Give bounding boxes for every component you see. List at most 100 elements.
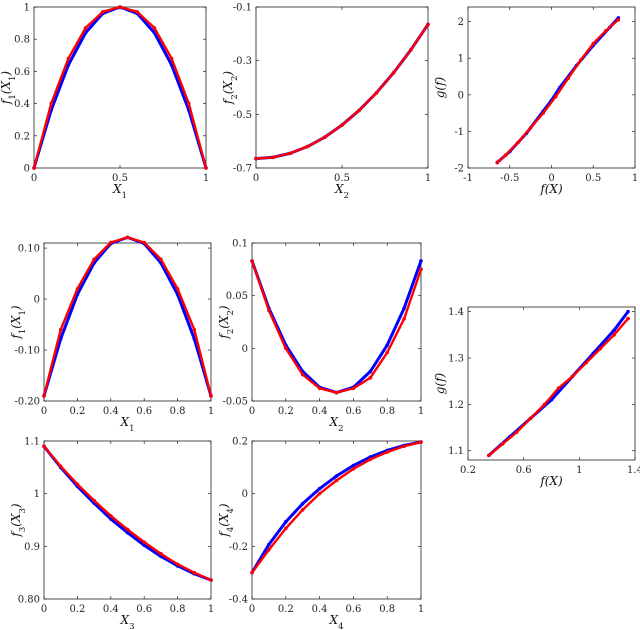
data-point — [209, 578, 213, 582]
x-tick-label: 0.4 — [312, 406, 328, 417]
data-point — [42, 444, 46, 449]
data-point — [528, 416, 533, 421]
data-point — [357, 108, 362, 113]
data-point — [300, 372, 305, 377]
y-axis-label: f1(X1) — [0, 71, 18, 106]
red-series — [42, 444, 213, 582]
data-point — [351, 463, 356, 468]
y-tick-label: 2 — [458, 17, 464, 28]
data-point — [169, 56, 174, 61]
blue-series — [42, 444, 213, 582]
x-tick-label: 0 — [249, 406, 255, 417]
x-tick-label: 0.2 — [278, 406, 294, 417]
y-tick-label: 0.9 — [24, 542, 40, 553]
data-point — [612, 333, 616, 337]
series-line — [42, 235, 213, 397]
data-point — [66, 56, 71, 61]
y-tick-label: 0 — [34, 295, 40, 306]
data-point — [187, 101, 191, 106]
x-tick-label: 0 — [41, 406, 47, 417]
y-tick-label: 0.8 — [14, 35, 30, 46]
y-tick-label: 0 — [242, 344, 248, 355]
data-point — [317, 491, 322, 496]
data-point — [503, 153, 508, 157]
data-point — [528, 125, 533, 130]
data-point — [192, 570, 197, 575]
x-tick-label: 0.6 — [345, 604, 361, 615]
data-point — [101, 10, 105, 14]
x-tick-label: 1 — [418, 406, 424, 417]
data-point — [616, 18, 621, 22]
data-point — [612, 328, 616, 332]
y-tick-label: -1 — [454, 127, 464, 138]
y-tick-label: 0 — [242, 489, 248, 500]
chart-panel-4: 0 0.2 0.4 0.6 0.8 1 -0.20 -0.10 0 0.10 X1 f1(X1) — [9, 235, 214, 434]
blue-series — [250, 440, 423, 575]
data-point — [591, 41, 596, 46]
y-axis-label: f1(X1) — [9, 305, 28, 340]
x-tick-label: 0.5 — [334, 173, 350, 184]
y-tick-label: 1.4 — [448, 307, 464, 318]
y-tick-label: 1.3 — [448, 354, 464, 365]
chart-panel-1: 0 0.5 1 0 0.2 0.4 0.6 0.8 1 X1 f1(X1) — [0, 3, 209, 202]
x-tick-label: 0.2 — [69, 406, 85, 417]
data-point — [109, 240, 113, 245]
data-point — [317, 386, 322, 391]
data-point — [500, 441, 505, 446]
y-tick-label: 0.4 — [14, 99, 30, 110]
blue-series — [254, 22, 430, 161]
data-point — [142, 543, 146, 548]
x-tick-label: 0.8 — [379, 604, 395, 615]
series-line — [32, 5, 208, 169]
y-tick-label: -0.20 — [14, 397, 40, 408]
plot-frame — [251, 440, 422, 600]
data-point — [351, 467, 356, 471]
data-point — [334, 390, 339, 395]
red-series — [250, 440, 423, 575]
data-point — [159, 257, 163, 262]
data-point — [374, 91, 379, 95]
data-point — [305, 144, 310, 149]
y-axis-label: g(f) — [433, 372, 447, 394]
x-tick-label: -0.5 — [500, 173, 519, 184]
data-point — [553, 94, 558, 99]
x-axis-label: X4 — [329, 613, 344, 630]
data-point — [58, 327, 63, 332]
y-tick-label: 0.1 — [232, 239, 248, 250]
series-line — [255, 23, 430, 161]
x-tick-label: 0.2 — [460, 465, 476, 476]
data-point — [300, 507, 305, 512]
red-series — [487, 316, 630, 458]
plot-frame — [467, 6, 636, 169]
data-point — [125, 527, 130, 532]
data-point — [334, 474, 339, 478]
y-tick-label: 1 — [24, 3, 30, 14]
y-tick-label: 1.2 — [448, 400, 464, 411]
x-tick-label: 0.2 — [69, 604, 85, 615]
y-tick-label: 0.10 — [18, 244, 40, 255]
data-point — [75, 287, 80, 291]
data-point — [368, 457, 373, 462]
data-point — [175, 562, 180, 567]
data-point — [49, 101, 53, 106]
x-tick-label: -1 — [463, 173, 473, 184]
data-point — [250, 259, 254, 263]
data-point — [368, 369, 373, 374]
data-point — [419, 259, 423, 263]
red-series — [42, 235, 213, 398]
data-point — [323, 135, 327, 139]
y-tick-label: 1.1 — [448, 446, 464, 457]
y-tick-label: -0.3 — [233, 56, 252, 67]
plot-frame — [467, 306, 636, 461]
series-line — [250, 440, 422, 574]
x-tick-label: 0 — [249, 604, 255, 615]
x-tick-label: 0.8 — [379, 406, 395, 417]
data-point — [402, 306, 406, 311]
data-point — [419, 267, 423, 272]
x-tick-label: 1 — [208, 604, 214, 615]
chart-panel-2: 0 0.5 1 -0.7 -0.5 -0.3 -0.1 X2 f2(X2) — [221, 3, 431, 202]
x-tick-label: 0.4 — [103, 406, 119, 417]
y-tick-label: -0.5 — [233, 110, 252, 121]
